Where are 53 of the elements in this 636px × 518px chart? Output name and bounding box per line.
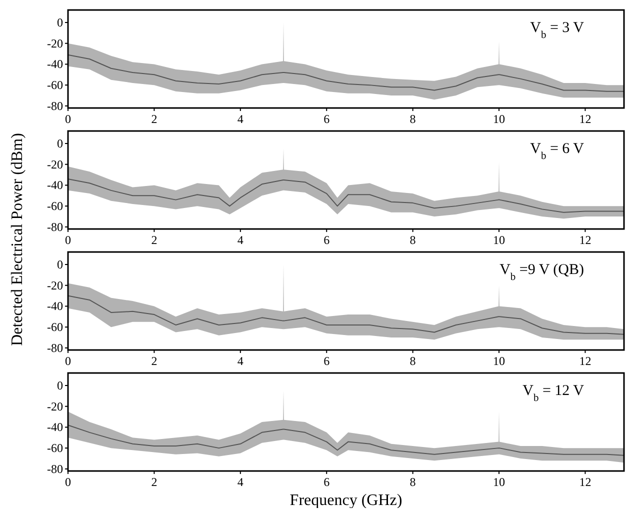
x-tick-label: 4 — [237, 112, 244, 126]
x-tick-label: 8 — [410, 233, 416, 247]
y-tick-label: -20 — [47, 36, 63, 50]
x-tick-label: 2 — [151, 354, 158, 368]
y-tick-label: -80 — [47, 340, 63, 355]
line-series — [68, 54, 624, 92]
annotation: V$_{b}$ = 12 V — [522, 383, 584, 404]
y-tick-label: -60 — [47, 78, 63, 92]
x-tick-label: 6 — [324, 112, 330, 126]
y-tick-label: -40 — [47, 57, 63, 72]
y-tick-label: -20 — [47, 278, 63, 292]
annotation: V$_{b}$ = 3 V — [530, 20, 584, 40]
y-tick-label: 0 — [57, 258, 63, 272]
y-tick-label: 0 — [57, 136, 63, 151]
y-tick-label: -60 — [47, 320, 63, 334]
y-tick-label: -80 — [47, 220, 63, 234]
y-axis-title: Detected Electrical Power (dBm) — [9, 133, 26, 346]
y-tick-label: -40 — [47, 420, 63, 434]
x-tick-label: 6 — [324, 354, 330, 368]
annotation: V$_{b}$ =9 V (QB) — [500, 262, 584, 282]
x-tick-label: 10 — [493, 233, 506, 247]
x-tick-label: 10 — [493, 475, 506, 489]
x-tick-label: 4 — [237, 475, 244, 489]
line-series — [68, 178, 624, 213]
x-tick-label: 8 — [410, 112, 416, 126]
x-tick-label: 2 — [151, 475, 158, 489]
y-tick-label: -20 — [47, 399, 63, 414]
x-tick-label: 10 — [493, 112, 506, 126]
y-tick-label: -80 — [47, 98, 63, 113]
y-tick-label: -80 — [47, 462, 63, 476]
x-tick-label: 12 — [579, 354, 592, 368]
x-tick-label: 2 — [151, 233, 158, 247]
x-tick-label: 12 — [579, 112, 592, 126]
annotation: V$_{b}$ = 6 V — [530, 141, 584, 162]
x-tick-label: 4 — [237, 233, 244, 247]
y-tick-label: -40 — [47, 178, 63, 192]
y-tick-label: -60 — [47, 441, 63, 456]
y-tick-label: -60 — [47, 199, 63, 214]
y-tick-label: -20 — [47, 157, 63, 172]
x-tick-label: 8 — [410, 354, 416, 368]
y-tick-label: 0 — [57, 378, 63, 393]
line-series — [68, 295, 624, 335]
x-tick-label: 12 — [579, 233, 592, 247]
y-tick-label: -40 — [47, 299, 63, 314]
x-tick-label: 4 — [237, 354, 244, 368]
x-tick-label: 12 — [579, 475, 592, 489]
y-tick-label: 0 — [57, 16, 63, 30]
x-tick-label: 6 — [324, 475, 330, 489]
x-tick-label: 10 — [493, 354, 506, 368]
x-tick-label: 6 — [324, 233, 330, 247]
line-series — [68, 424, 624, 456]
x-tick-label: 2 — [151, 112, 158, 126]
x-tick-label: 8 — [410, 475, 416, 489]
